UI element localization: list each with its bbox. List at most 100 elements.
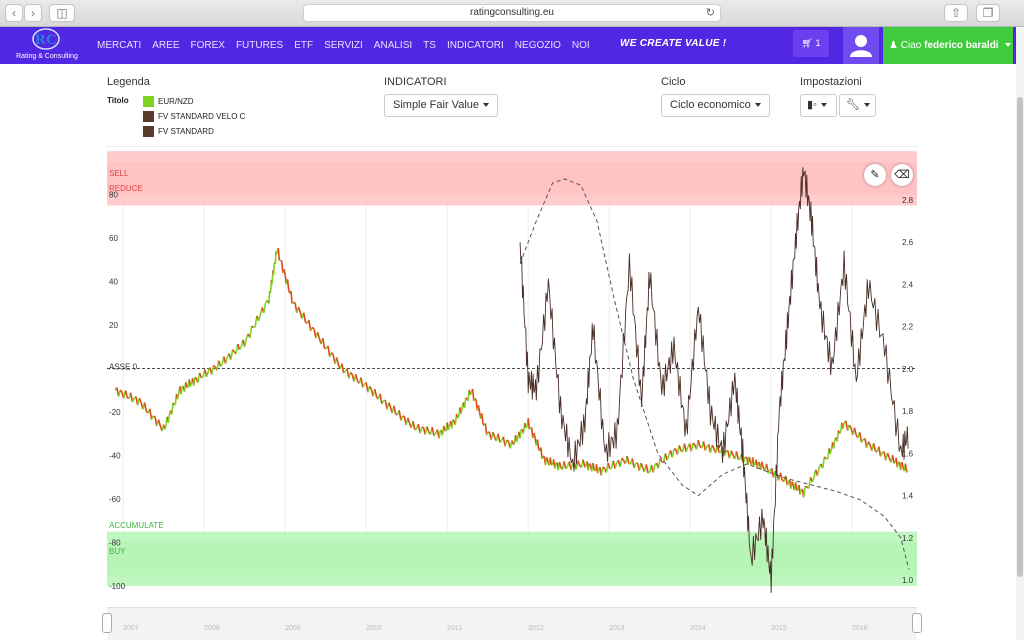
eurnzd-segment bbox=[816, 466, 821, 477]
eraser-button[interactable]: ⌫ bbox=[891, 164, 913, 186]
legend-swatch bbox=[143, 111, 154, 122]
right-tick-label: 2.2 bbox=[902, 323, 914, 332]
eurnzd-segment bbox=[772, 471, 777, 478]
eurnzd-segment bbox=[757, 461, 761, 465]
address-bar[interactable]: ratingconsulting.eu ↻ bbox=[303, 4, 721, 22]
eurnzd-segment bbox=[492, 431, 496, 438]
eurnzd-segment bbox=[335, 357, 340, 366]
menu-item-ts[interactable]: TS bbox=[423, 40, 436, 51]
eurnzd-segment bbox=[735, 451, 740, 460]
eurnzd-segment bbox=[311, 326, 315, 330]
forward-button[interactable]: › bbox=[24, 4, 42, 22]
cart-button[interactable]: 🛒︎ 1 bbox=[793, 30, 829, 57]
eurnzd-segment bbox=[848, 424, 852, 429]
legend-item[interactable]: EUR/NZD bbox=[143, 96, 194, 108]
eurnzd-segment bbox=[519, 429, 523, 439]
eurnzd-segment bbox=[481, 413, 484, 425]
eurnzd-segment bbox=[243, 337, 248, 348]
chart-type-dropdown[interactable]: ▮◦ bbox=[800, 94, 837, 117]
fair-value-chart[interactable]: SELL REDUCE ASSE 0 ACCUMULATE BUY 80 60 40 20 -20… bbox=[0, 150, 1016, 606]
navigator-year-label: 2009 bbox=[285, 625, 301, 632]
eurnzd-segment bbox=[205, 371, 210, 378]
eurnzd-segment bbox=[286, 279, 290, 291]
ciclo-dropdown[interactable]: Ciclo economico bbox=[661, 94, 770, 117]
left-tick-label: 80 bbox=[109, 191, 118, 200]
eurnzd-segment bbox=[779, 472, 783, 481]
eurnzd-segment bbox=[545, 457, 549, 462]
share-button[interactable]: ⇧ bbox=[944, 4, 968, 22]
menu-item-analisi[interactable]: ANALISI bbox=[373, 40, 413, 51]
legend-item[interactable]: FV STANDARD bbox=[143, 126, 214, 138]
eurnzd-segment bbox=[588, 463, 592, 466]
pencil-button[interactable]: ✎ bbox=[864, 164, 886, 186]
right-tick-label: 1.4 bbox=[902, 492, 914, 501]
eurnzd-segment bbox=[348, 372, 352, 379]
scrollbar-thumb[interactable] bbox=[1017, 97, 1023, 577]
indicatori-dropdown[interactable]: Simple Fair Value bbox=[384, 94, 498, 117]
menu-item-mercati[interactable]: MERCATI bbox=[97, 40, 142, 51]
url-text: ratingconsulting.eu bbox=[470, 7, 554, 18]
eurnzd-segment bbox=[400, 415, 404, 421]
menu-item-noi[interactable]: NOI bbox=[571, 40, 590, 51]
navigator-year-label: 2011 bbox=[447, 625, 463, 632]
menu-item-negozio[interactable]: NEGOZIO bbox=[514, 40, 561, 51]
user-menu-button[interactable]: ♟ Ciao federico baraldi bbox=[883, 27, 1013, 64]
menu-item-etf[interactable]: ETF bbox=[294, 40, 314, 51]
left-tick-label: -100 bbox=[109, 582, 126, 591]
eurnzd-segment bbox=[609, 467, 612, 470]
chart-navigator[interactable] bbox=[107, 607, 917, 640]
eurnzd-segment bbox=[718, 451, 722, 454]
right-tick-label: 1.2 bbox=[902, 534, 914, 543]
menu-item-forex[interactable]: FOREX bbox=[190, 40, 225, 51]
chevron-down-icon bbox=[863, 103, 870, 108]
eurnzd-segment bbox=[327, 345, 331, 357]
back-button[interactable]: ‹ bbox=[5, 4, 23, 22]
eurnzd-segment bbox=[794, 482, 798, 491]
navigator-right-handle[interactable] bbox=[912, 613, 922, 633]
eurnzd-segment bbox=[808, 477, 812, 489]
zone-label: REDUCE bbox=[109, 184, 143, 193]
menu-item-aree[interactable]: AREE bbox=[152, 40, 180, 51]
eurnzd-segment bbox=[751, 457, 755, 467]
menu-item-servizi[interactable]: SERVIZI bbox=[324, 40, 363, 51]
legend-item[interactable]: FV STANDARD VELO C bbox=[143, 111, 245, 123]
eurnzd-segment bbox=[860, 439, 864, 443]
tabs-button[interactable]: ❐ bbox=[976, 4, 1000, 22]
eurnzd-segment bbox=[251, 325, 254, 329]
eurnzd-segment bbox=[330, 352, 334, 356]
eurnzd-segment bbox=[867, 441, 871, 446]
wrench-icon: 🔧︎ bbox=[846, 99, 860, 111]
eurnzd-segment bbox=[621, 457, 625, 462]
eurnzd-segment bbox=[839, 431, 842, 435]
eurnzd-segment bbox=[414, 428, 417, 431]
site-logo[interactable]: RC Rating & Consulting bbox=[6, 27, 88, 64]
eurnzd-segment bbox=[297, 306, 302, 313]
right-tick-label: 1.0 bbox=[902, 576, 914, 585]
eurnzd-segment bbox=[791, 481, 794, 486]
eurnzd-segment bbox=[129, 392, 134, 403]
eurnzd-segment bbox=[640, 462, 644, 469]
navigator-year-label: 2007 bbox=[123, 625, 139, 632]
sidebar-toggle-button[interactable]: ◫ bbox=[49, 4, 75, 22]
avatar[interactable] bbox=[843, 27, 879, 64]
reload-icon[interactable]: ↻ bbox=[705, 7, 715, 19]
eurnzd-segment bbox=[192, 377, 196, 386]
eurnzd-segment bbox=[619, 457, 623, 468]
eurnzd-segment bbox=[167, 413, 171, 423]
left-tick-label: -60 bbox=[109, 495, 121, 504]
eurnzd-segment bbox=[525, 426, 528, 429]
eurnzd-segment bbox=[176, 393, 180, 400]
fv-standard-line bbox=[519, 178, 910, 570]
settings-dropdown[interactable]: 🔧︎ bbox=[839, 94, 876, 117]
chevron-down-icon bbox=[820, 103, 827, 108]
logo-mark-icon: RC bbox=[32, 28, 60, 50]
menu-item-futures[interactable]: FUTURES bbox=[235, 40, 284, 51]
navigator-left-handle[interactable] bbox=[102, 613, 112, 633]
menu-item-indicatori[interactable]: INDICATORI bbox=[446, 40, 504, 51]
eurnzd-segment bbox=[659, 457, 663, 463]
eurnzd-segment bbox=[626, 455, 630, 465]
eurnzd-segment bbox=[504, 439, 508, 447]
page-scrollbar[interactable] bbox=[1016, 27, 1024, 640]
eurnzd-segment bbox=[349, 371, 353, 376]
eurnzd-segment bbox=[645, 464, 649, 474]
